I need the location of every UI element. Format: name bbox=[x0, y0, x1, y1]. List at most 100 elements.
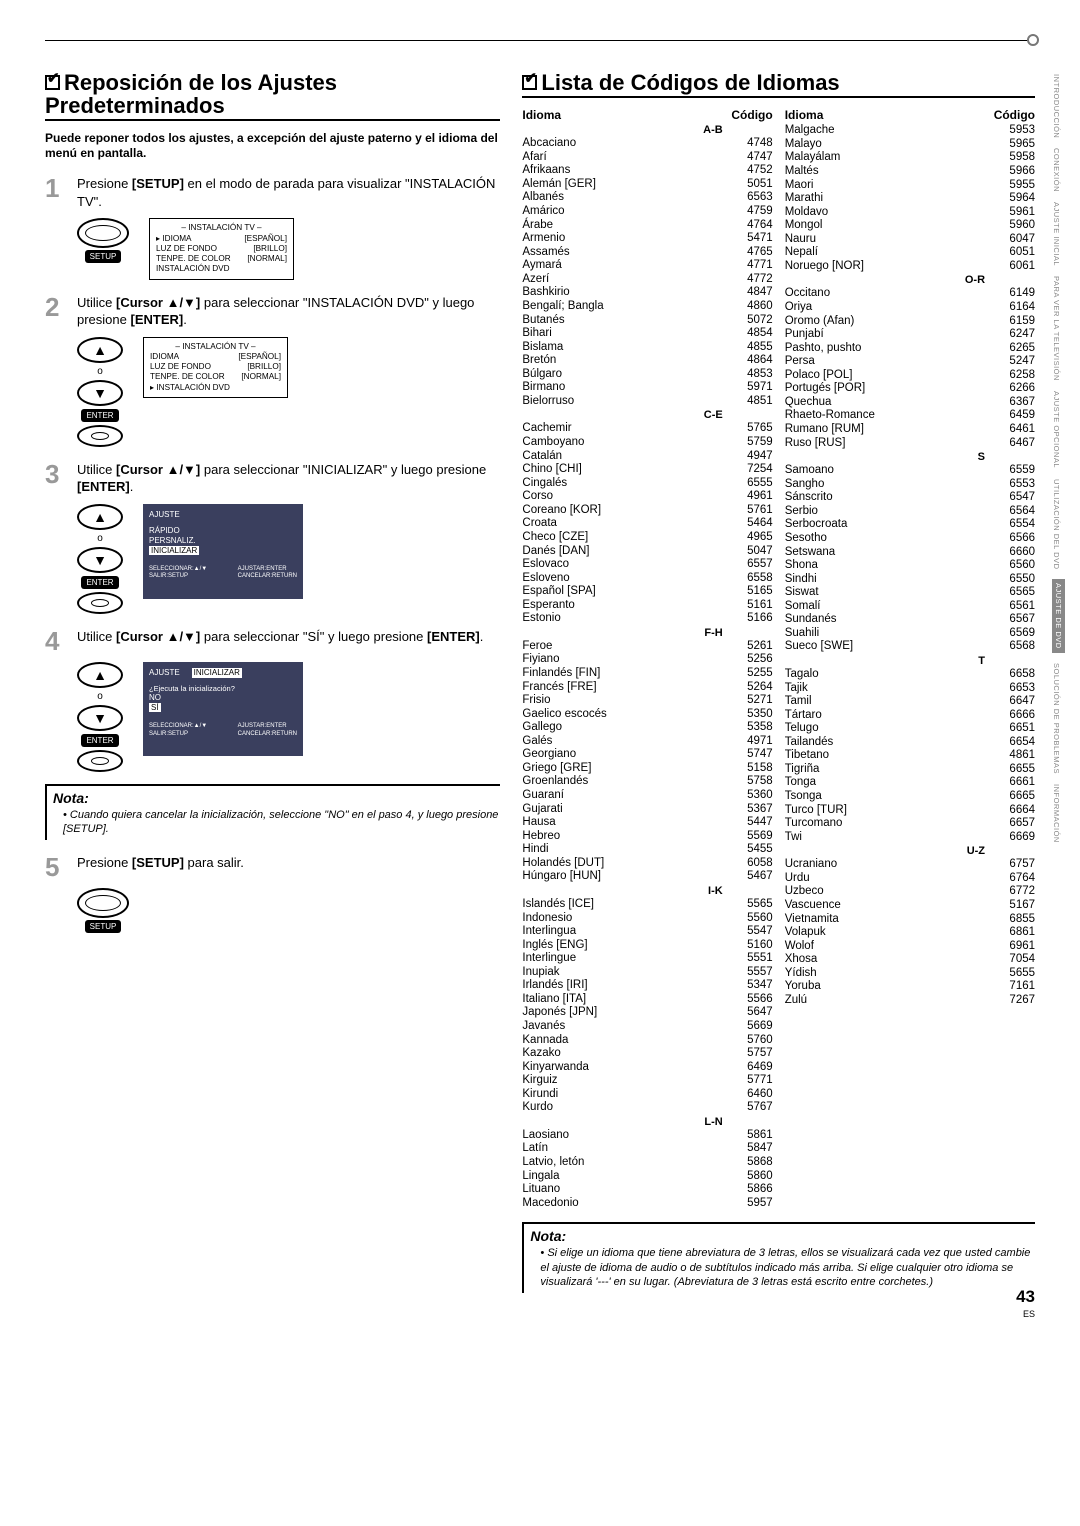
enter-button-icon bbox=[77, 750, 123, 772]
lang-row: Francés [FRE]5264 bbox=[522, 681, 772, 695]
remote-setup-button: SETUP bbox=[77, 888, 129, 933]
lang-row: Occitano6149 bbox=[785, 287, 1035, 301]
lang-row: Checo [CZE]4965 bbox=[522, 531, 772, 545]
lang-row: Gaelico escocés5350 bbox=[522, 708, 772, 722]
lang-row: Esloveno6558 bbox=[522, 572, 772, 586]
step-5: 5 Presione [SETUP] para salir. bbox=[45, 854, 500, 880]
tv-screen-2: – INSTALACIÓN TV – IDIOMA[ESPAÑOL]LUZ DE… bbox=[143, 337, 288, 398]
lang-row: Xhosa7054 bbox=[785, 953, 1035, 967]
lang-row: Lingala5860 bbox=[522, 1170, 772, 1184]
note-item: Si elige un idioma que tiene abreviatura… bbox=[540, 1246, 1035, 1289]
lang-row: Bislama4855 bbox=[522, 341, 772, 355]
lang-row: Tsonga6665 bbox=[785, 790, 1035, 804]
enter-label: ENTER bbox=[81, 576, 118, 589]
lang-header: IdiomaCódigo bbox=[785, 108, 1035, 122]
lang-row: Tamil6647 bbox=[785, 695, 1035, 709]
sidebar-tab: SOLUCIÓN DE PROBLEMAS bbox=[1052, 663, 1061, 774]
lang-row: Twi6669 bbox=[785, 831, 1035, 845]
lang-row: Malayálam5958 bbox=[785, 151, 1035, 165]
lang-row: Bretón4864 bbox=[522, 354, 772, 368]
tv-screen-3: AJUSTE RÁPIDOPERSNALIZ.INICIALIZAR SELEC… bbox=[143, 504, 303, 599]
remote-cursor-group: ▲ o ▼ ENTER bbox=[77, 337, 123, 447]
sidebar-tab: PARA VER LA TELEVISIÓN bbox=[1052, 276, 1061, 381]
lang-row: Samoano6559 bbox=[785, 464, 1035, 478]
lang-row: Amárico4759 bbox=[522, 205, 772, 219]
enter-label: ENTER bbox=[81, 409, 118, 422]
lang-row: Maltés5966 bbox=[785, 165, 1035, 179]
lang-row: Mongol5960 bbox=[785, 219, 1035, 233]
setup-button-icon bbox=[77, 218, 129, 248]
tv-footer: SELECCIONAR:▲/▼SALIR:SETUP AJUSTAR:ENTER… bbox=[149, 566, 297, 581]
lang-row: Uzbeco6772 bbox=[785, 885, 1035, 899]
note-item: Cuando quiera cancelar la inicialización… bbox=[63, 808, 500, 837]
lang-row: Latín5847 bbox=[522, 1142, 772, 1156]
lang-row: Inupiak5557 bbox=[522, 966, 772, 980]
lang-row: Catalán4947 bbox=[522, 450, 772, 464]
lang-row: Malayo5965 bbox=[785, 138, 1035, 152]
tv-row: ▸ INSTALACIÓN DVD bbox=[150, 383, 281, 393]
language-code-table: IdiomaCódigo A-BAbcaciano4748Afarí4747Af… bbox=[522, 108, 1035, 1210]
lang-row: Interlingua5547 bbox=[522, 925, 772, 939]
lang-row: Oriya6164 bbox=[785, 301, 1035, 315]
lang-row: Esperanto5161 bbox=[522, 599, 772, 613]
sidebar-tab: UTILIZACIÓN DEL DVD bbox=[1052, 479, 1061, 569]
lang-row: Turcomano6657 bbox=[785, 817, 1035, 831]
lang-header: IdiomaCódigo bbox=[522, 108, 772, 122]
step-text: Utilice [Cursor ▲/▼] para seleccionar "S… bbox=[77, 628, 483, 654]
lang-row: Portugés [POR]6266 bbox=[785, 382, 1035, 396]
lang-row: Finlandés [FIN]5255 bbox=[522, 667, 772, 681]
checkbox-icon bbox=[522, 75, 537, 90]
lang-row: Yídish5655 bbox=[785, 967, 1035, 981]
lang-row: Rumano [RUM]6461 bbox=[785, 423, 1035, 437]
note-title: Nota: bbox=[53, 790, 500, 806]
step-4: 4 Utilice [Cursor ▲/▼] para seleccionar … bbox=[45, 628, 500, 654]
sidebar-tab: AJUSTE OPCIONAL bbox=[1052, 391, 1061, 468]
lang-row: Alemán [GER]5051 bbox=[522, 178, 772, 192]
page-suffix: ES bbox=[1023, 1309, 1035, 1319]
step-number: 4 bbox=[45, 628, 67, 654]
cursor-up-icon: ▲ bbox=[77, 504, 123, 530]
lang-row: Fiyiano5256 bbox=[522, 653, 772, 667]
lang-row: Guaraní5360 bbox=[522, 789, 772, 803]
lang-row: Frisio5271 bbox=[522, 694, 772, 708]
lang-row: Lituano5866 bbox=[522, 1183, 772, 1197]
tv-menu-item: NO bbox=[149, 693, 297, 703]
lang-row: Tailandés6654 bbox=[785, 736, 1035, 750]
lang-row: Kirundi6460 bbox=[522, 1088, 772, 1102]
lang-row: Siswat6565 bbox=[785, 586, 1035, 600]
cursor-down-icon: ▼ bbox=[77, 547, 123, 573]
lang-group-header: C-E bbox=[522, 409, 772, 422]
lang-row: Pashto, pushto6265 bbox=[785, 342, 1035, 356]
lang-row: Assamés4765 bbox=[522, 246, 772, 260]
top-rule bbox=[45, 40, 1035, 41]
lang-row: Tonga6661 bbox=[785, 776, 1035, 790]
lang-row: Galés4971 bbox=[522, 735, 772, 749]
lang-group-header: U-Z bbox=[785, 845, 1035, 858]
lang-row: Somalí6561 bbox=[785, 600, 1035, 614]
step-3: 3 Utilice [Cursor ▲/▼] para seleccionar … bbox=[45, 461, 500, 496]
page-marker-circle bbox=[1027, 34, 1039, 46]
lang-row: Quechua6367 bbox=[785, 396, 1035, 410]
lang-row: Vietnamita6855 bbox=[785, 913, 1035, 927]
step-number: 3 bbox=[45, 461, 67, 496]
lang-row: Rhaeto-Romance6459 bbox=[785, 409, 1035, 423]
tv-menu-item: RÁPIDO bbox=[149, 526, 297, 536]
page-content: Reposición de los Ajustes Predeterminado… bbox=[45, 71, 1035, 1303]
enter-label: ENTER bbox=[81, 734, 118, 747]
illustration-4: ▲ o ▼ ENTER AJUSTEINICIALIZAR ¿Ejecuta l… bbox=[77, 662, 500, 772]
lang-group-header: O-R bbox=[785, 274, 1035, 287]
enter-button-icon bbox=[77, 592, 123, 614]
sidebar-tabs: INTRODUCCIÓNCONEXIÓNAJUSTE INICIALPARA V… bbox=[1052, 74, 1068, 852]
lang-row: Eslovaco6557 bbox=[522, 558, 772, 572]
lang-row: Sueco [SWE]6568 bbox=[785, 640, 1035, 654]
illustration-1: SETUP – INSTALACIÓN TV – ▸ IDIOMA[ESPAÑO… bbox=[77, 218, 500, 279]
lang-row: Moldavo5961 bbox=[785, 206, 1035, 220]
lang-row: Armenio5471 bbox=[522, 232, 772, 246]
enter-button-icon bbox=[77, 425, 123, 447]
setup-label: SETUP bbox=[85, 250, 122, 263]
lang-group-header: T bbox=[785, 655, 1035, 668]
lang-row: Birmano5971 bbox=[522, 381, 772, 395]
lang-row: Islandés [ICE]5565 bbox=[522, 898, 772, 912]
tv-screen-1: – INSTALACIÓN TV – ▸ IDIOMA[ESPAÑOL]LUZ … bbox=[149, 218, 294, 279]
lang-row: Javanés5669 bbox=[522, 1020, 772, 1034]
